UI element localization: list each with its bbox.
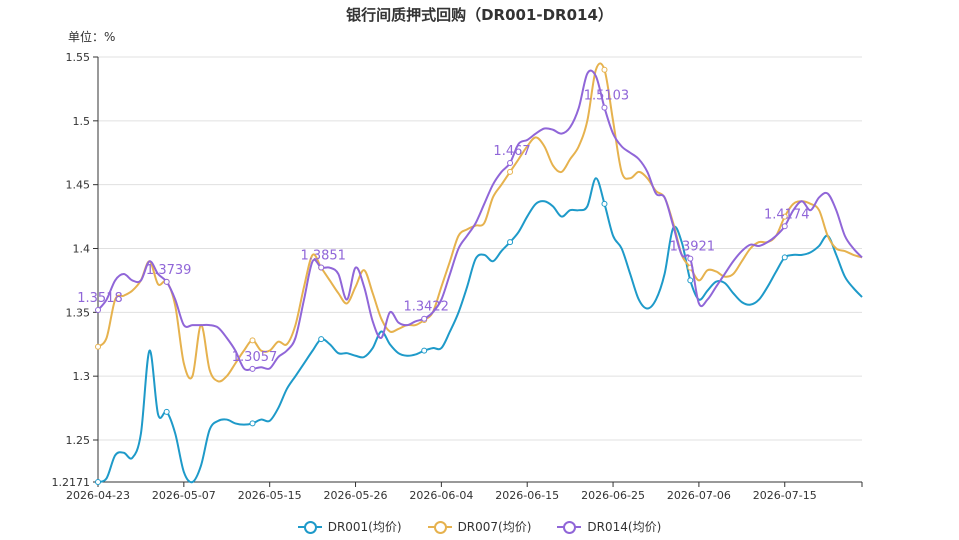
data-point (249, 420, 256, 427)
data-point (781, 213, 788, 220)
data-point (249, 337, 256, 344)
data-point (601, 200, 608, 207)
data-point (507, 168, 514, 175)
series-line-DR001(均价) (97, 177, 863, 484)
y-axis-unit-label: 单位：% (68, 30, 116, 44)
data-point (601, 104, 608, 111)
y-tick-label: 1.55 (66, 51, 91, 64)
data-point (687, 277, 694, 284)
y-tick-label: 1.3 (73, 370, 91, 383)
legend-item-dr007[interactable]: DR007(均价) (427, 518, 532, 535)
data-point (95, 343, 101, 350)
data-label: 1.3851 (300, 249, 346, 264)
legend-label-dr007: DR007(均价) (457, 520, 532, 534)
axes: 1.2171 1.25 1.3 1.35 1.4 1.45 1.5 1.55 2026-04-2… (52, 51, 863, 502)
legend-label-dr001: DR001(均价) (327, 520, 402, 534)
x-tick-label: 2026-04-23 (66, 489, 130, 502)
data-point (318, 336, 325, 343)
data-point (507, 239, 514, 246)
chart-title: 银行间质押式回购（DR001-DR014） (346, 6, 613, 24)
data-point (687, 255, 694, 262)
x-tick-label: 2026-06-25 (581, 489, 645, 502)
data-point (318, 264, 325, 271)
series-lines (95, 62, 863, 485)
data-label: 1.467 (493, 144, 530, 159)
data-point (163, 278, 170, 285)
y-tick-label: 1.35 (66, 306, 91, 319)
y-tick-label: 1.5 (73, 115, 91, 128)
y-tick-label: 1.25 (66, 434, 91, 447)
data-point (163, 408, 170, 415)
legend-swatch-dr014 (557, 520, 582, 534)
data-labels: 1.3518 1.3739 1.3057 1.3851 1.3422 1.467 1.510… (77, 89, 809, 365)
data-point (421, 347, 428, 354)
data-point (781, 223, 788, 230)
data-label: 1.4174 (764, 207, 810, 222)
data-point (95, 479, 101, 485)
x-tick-label: 2026-06-15 (495, 489, 559, 502)
data-label: 1.3518 (77, 291, 123, 306)
series-line-DR014(均价) (97, 69, 863, 372)
data-point (249, 365, 256, 372)
data-point (507, 159, 514, 166)
legend-swatch-dr007 (427, 520, 452, 534)
legend-item-dr014[interactable]: DR014(均价) (557, 518, 661, 535)
data-point (781, 254, 788, 261)
data-point (601, 66, 608, 73)
series-line-DR007(均价) (97, 62, 863, 383)
legend-item-dr001[interactable]: DR001(均价) (297, 518, 402, 535)
gridlines (98, 56, 862, 441)
legend: DR001(均价) DR007(均价) DR014(均价) (0, 518, 959, 535)
x-tick-label: 2026-05-26 (324, 489, 388, 502)
data-label: 1.3057 (232, 350, 278, 365)
x-tick-label: 2026-07-06 (667, 489, 731, 502)
data-label: 1.3921 (670, 240, 716, 255)
x-tick-label: 2026-06-04 (409, 489, 473, 502)
legend-swatch-dr001 (297, 520, 322, 534)
legend-label-dr014: DR014(均价) (587, 520, 662, 534)
x-tick-label: 2026-05-07 (152, 489, 216, 502)
x-tick-label: 2026-07-15 (753, 489, 817, 502)
data-label: 1.3739 (146, 263, 192, 278)
y-tick-label: 1.45 (66, 179, 91, 192)
x-tick-label: 2026-05-15 (238, 489, 302, 502)
data-point (421, 315, 428, 322)
data-label: 1.5103 (584, 89, 630, 104)
data-point (95, 307, 101, 314)
y-tick-label: 1.2171 (52, 476, 91, 489)
y-tick-label: 1.4 (73, 242, 91, 255)
data-label: 1.3422 (403, 300, 449, 315)
